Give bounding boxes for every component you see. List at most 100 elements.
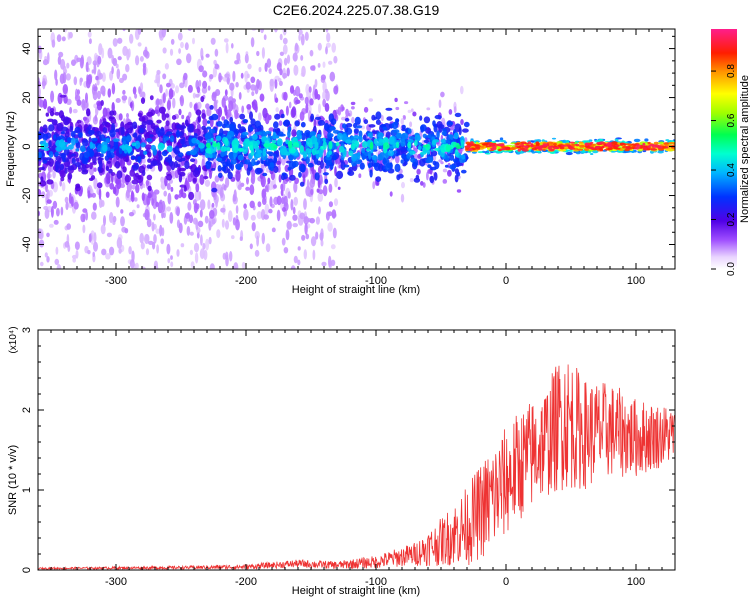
spectrogram-cell (440, 161, 444, 165)
spectrogram-cell (672, 148, 675, 151)
spectrogram-cell (531, 151, 536, 154)
spectrogram-cell (54, 258, 60, 265)
spectrogram-cell (60, 58, 66, 70)
spectrogram-cell (449, 154, 455, 161)
spectrogram-cell (542, 143, 548, 147)
spectrogram-cell (647, 145, 651, 149)
spectrogram-xtick-label: 0 (503, 275, 509, 287)
spectrogram-cell (410, 108, 414, 113)
spectrogram-cell (60, 206, 64, 216)
spectrogram-cell (239, 236, 243, 241)
spectrogram-cell (395, 106, 400, 111)
spectrogram-cell (277, 138, 283, 147)
spectrogram-cell (195, 93, 200, 98)
spectrogram-cell (213, 100, 218, 112)
spectrogram-cell (243, 203, 247, 209)
spectrogram-cell (290, 265, 296, 269)
spectrogram-cell (312, 249, 316, 261)
spectrogram-cell (147, 192, 152, 199)
spectrogram-cell (121, 95, 128, 101)
spectrogram-cell (160, 238, 164, 245)
spectrogram-cell (565, 143, 571, 146)
spectrogram-cell (176, 58, 182, 66)
spectrogram-cell (203, 175, 209, 180)
spectrogram-cell (158, 106, 166, 114)
spectrogram-cell (514, 143, 521, 145)
spectrogram-cell (247, 63, 252, 70)
spectrogram-cell (195, 183, 200, 193)
spectrogram-cell (314, 172, 320, 181)
spectrogram-cell (530, 144, 534, 148)
spectrogram-cell (331, 42, 337, 53)
spectrogram-cell (72, 108, 78, 114)
spectrogram-cell (90, 137, 98, 142)
spectrogram-cell (191, 12, 196, 23)
spectrogram-cell (112, 138, 120, 143)
spectrogram-cell (87, 31, 92, 38)
spectrogram-cell (158, 154, 163, 161)
spectrogram-xtick-label: -300 (105, 275, 127, 287)
spectrogram-cell (120, 126, 125, 136)
spectrogram-cell (375, 119, 381, 125)
spectrogram-cell (644, 138, 649, 142)
spectrogram-cell (566, 144, 571, 147)
spectrogram-cell (436, 130, 440, 139)
spectrogram-cell (66, 223, 71, 230)
spectrogram-ytick-label: 40 (21, 42, 33, 54)
spectrogram-cell (149, 95, 154, 101)
spectrogram-cell (304, 222, 308, 235)
colorbar-tick-label: 0.6 (726, 113, 737, 127)
spectrogram-cell (214, 63, 220, 70)
spectrogram-cell (134, 163, 140, 169)
spectrogram-cell (269, 78, 274, 87)
spectrogram-cell (653, 141, 659, 145)
spectrogram-cell (57, 92, 63, 105)
spectrogram-cell (223, 38, 229, 43)
spectrogram-cell (362, 141, 368, 148)
spectrogram-cell (224, 123, 231, 128)
spectrogram-cell (208, 220, 212, 231)
spectrogram-cell (657, 150, 664, 154)
spectrogram-cell (563, 147, 569, 150)
spectrogram-cell (400, 159, 404, 164)
spectrogram-cell (273, 155, 278, 164)
spectrogram-cell (280, 113, 285, 119)
spectrogram-cell (258, 66, 262, 73)
spectrogram-cell (181, 125, 187, 129)
spectrogram-cell (246, 73, 250, 79)
spectrogram-cell (401, 153, 406, 160)
spectrogram-cell (235, 170, 241, 182)
spectrogram-cell (273, 145, 278, 149)
spectrogram-cell (160, 176, 165, 183)
spectrogram-cell (441, 130, 447, 136)
spectrogram-cell (187, 201, 192, 211)
spectrogram-cell (63, 116, 70, 126)
spectrogram-cell (100, 100, 104, 106)
spectrogram-cell (569, 146, 574, 149)
spectrogram-cell (210, 37, 216, 45)
spectrogram-cell (461, 154, 466, 160)
spectrogram-cell (105, 191, 110, 198)
spectrogram-cell (178, 222, 183, 234)
spectrogram-cell (186, 225, 191, 236)
spectrogram-ytick-label: -40 (21, 237, 33, 253)
spectrogram-cell (41, 80, 47, 87)
spectrogram-cell (75, 249, 79, 259)
spectrogram-cell (400, 138, 406, 147)
spectrogram-cell (83, 29, 86, 30)
spectrogram-cell (92, 60, 97, 66)
spectrogram-cell (221, 97, 226, 108)
spectrogram-cell (202, 70, 208, 78)
spectrogram-cell (188, 191, 195, 201)
spectrogram-cell (440, 138, 446, 144)
spectrogram-cell (115, 98, 121, 103)
snr-ytick-label: 2 (21, 407, 33, 413)
spectrogram-cell (115, 177, 121, 185)
spectrogram-cell (112, 38, 118, 47)
spectrogram-cell (220, 345, 223, 352)
spectrogram-cell (214, 277, 218, 288)
spectrogram-cell (361, 147, 365, 154)
spectrogram-cell (250, 84, 256, 91)
spectrogram-cell (145, 270, 150, 276)
spectrogram-cell (494, 139, 501, 142)
